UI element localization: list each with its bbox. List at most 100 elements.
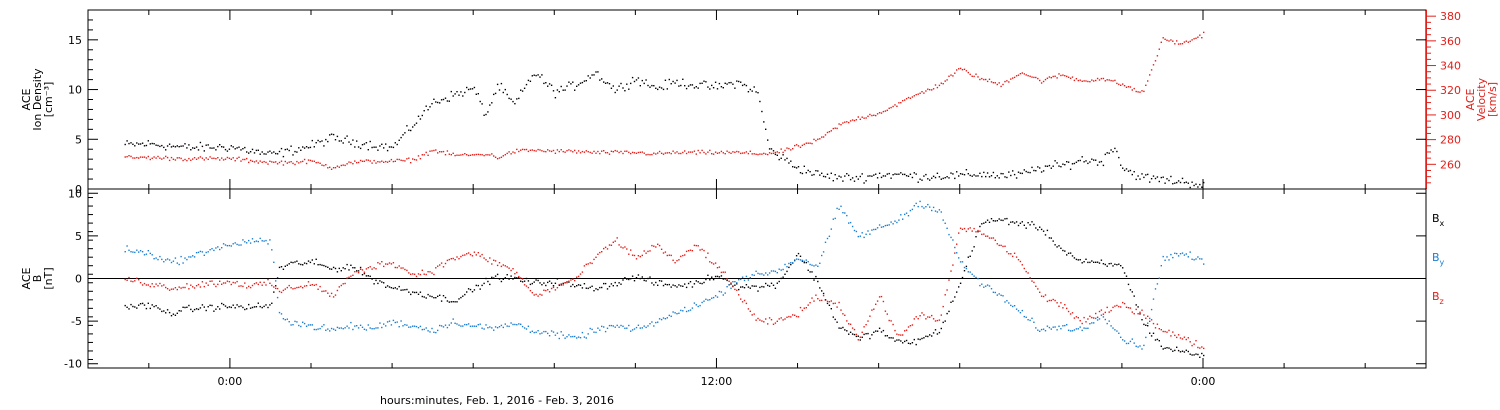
- field-series-bx-point: [338, 267, 340, 270]
- field-series-by-point: [325, 329, 327, 331]
- field-series-by-point: [433, 331, 435, 333]
- field-series-bx-point: [1042, 230, 1045, 232]
- field-series-bz-point: [651, 244, 653, 247]
- field-series-bz-point: [589, 262, 591, 264]
- field-series-bz-point: [900, 334, 902, 336]
- density-series-point: [1129, 169, 1132, 172]
- velocity-series-point: [385, 160, 387, 163]
- field-series-by-point: [269, 239, 271, 241]
- velocity-series-point: [504, 154, 506, 156]
- density-series-point: [956, 171, 958, 173]
- field-series-bz-point: [259, 281, 261, 283]
- field-series-bz-point: [925, 318, 927, 320]
- velocity-axis-title-line-1: Velocity: [1475, 77, 1488, 121]
- velocity-series-point: [186, 159, 188, 162]
- field-series-bz-point: [1100, 309, 1103, 311]
- density-series-point: [315, 142, 317, 144]
- field-series-bx-point: [676, 286, 678, 288]
- density-series-point: [419, 118, 422, 120]
- field-series-by-point: [861, 232, 863, 234]
- field-series-bz-point: [836, 306, 838, 308]
- field-series-by-point: [604, 330, 607, 333]
- field-series-bz-point: [975, 231, 977, 233]
- velocity-series-point: [778, 152, 780, 154]
- density-series-point: [535, 74, 537, 77]
- velocity-series-point: [1050, 77, 1052, 79]
- field-series-bx-point: [442, 295, 445, 297]
- field-series-bz-point: [697, 245, 699, 247]
- field-series-by-point: [929, 206, 931, 208]
- field-series-bz-point: [830, 300, 832, 302]
- density-series-point: [267, 151, 269, 153]
- field-series-bx-point: [875, 330, 877, 332]
- field-series-by-point: [259, 237, 261, 240]
- field-series-by-point: [1098, 318, 1101, 320]
- density-series-point: [701, 82, 703, 84]
- density-series-point: [888, 172, 890, 175]
- field-series-by-point: [369, 327, 371, 329]
- field-series-bz-point: [753, 313, 755, 315]
- field-series-bz-point: [977, 229, 979, 232]
- field-series-bx-point: [527, 280, 530, 282]
- density-series-point: [568, 81, 570, 83]
- field-series-by-point: [759, 273, 761, 275]
- field-series-bz-point: [911, 324, 914, 326]
- field-series-bz-point: [747, 308, 750, 310]
- field-series-bx-point: [631, 275, 634, 277]
- field-series-bx-point: [655, 281, 657, 284]
- field-series-by-point: [493, 329, 495, 331]
- field-series-bz-point: [520, 277, 522, 279]
- field-series-bx-point: [884, 335, 887, 337]
- field-series-bz-point: [888, 319, 890, 322]
- field-series-by-point: [296, 321, 298, 323]
- field-series-bx-point: [404, 289, 406, 291]
- field-series-bx-point: [429, 295, 431, 297]
- field-series-bx-point: [458, 298, 460, 300]
- field-series-bz-point: [1162, 330, 1164, 333]
- field-series-by-point: [620, 324, 622, 327]
- field-series-bz-point: [286, 286, 288, 289]
- field-series-bz-point: [1073, 317, 1076, 319]
- field-series-by-point: [718, 290, 721, 293]
- field-series-by-point: [359, 324, 362, 326]
- velocity-series-point: [1087, 80, 1089, 83]
- field-series-by-point: [1029, 319, 1031, 322]
- field-series-bz-point: [828, 301, 831, 303]
- velocity-series-point: [855, 119, 858, 121]
- density-series-point: [1172, 183, 1174, 185]
- field-series-by-point: [1100, 314, 1103, 316]
- field-series-bx-point: [151, 304, 153, 306]
- field-series-bx-point: [450, 301, 452, 303]
- velocity-series-point: [628, 151, 630, 154]
- field-series-by-point: [199, 250, 202, 253]
- velocity-series-point: [1133, 87, 1135, 90]
- field-series-bz-point: [550, 287, 553, 290]
- field-series-by-point: [554, 334, 557, 336]
- field-series-bz-point: [321, 290, 323, 293]
- field-series-bz-point: [300, 285, 302, 288]
- density-series-point: [383, 147, 385, 149]
- field-series-bx-point: [275, 285, 277, 287]
- field-series-bx-point: [317, 264, 319, 266]
- velocity-series-point: [824, 134, 827, 136]
- density-series-point: [221, 146, 223, 148]
- velocity-series-point: [1143, 90, 1145, 93]
- field-series-by-point: [496, 327, 499, 329]
- field-series-bx-point: [635, 277, 638, 279]
- field-series-bx-point: [145, 307, 148, 310]
- field-series-bx-point: [988, 221, 991, 223]
- velocity-series-point: [217, 157, 219, 159]
- field-series-bz-point: [896, 333, 898, 335]
- density-series-point: [1019, 172, 1022, 174]
- velocity-series-point: [772, 152, 775, 154]
- density-series-point: [248, 152, 250, 154]
- field-series-bz-point: [799, 306, 802, 309]
- field-series-bx-point: [325, 265, 327, 268]
- field-series-bx-point: [1071, 255, 1074, 257]
- field-series-by-point: [1073, 329, 1076, 331]
- field-series-by-point: [1096, 319, 1099, 321]
- field-series-bx-point: [379, 280, 381, 282]
- density-series-point: [1042, 170, 1045, 172]
- density-series-point: [925, 173, 927, 176]
